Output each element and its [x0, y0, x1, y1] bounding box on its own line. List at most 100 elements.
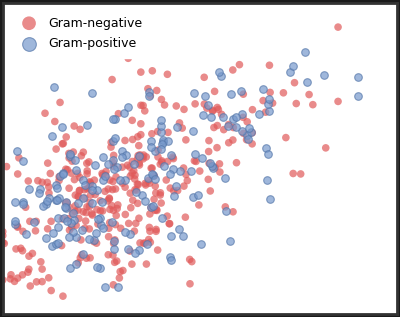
Gram-positive — [108, 219, 115, 224]
Gram-positive — [53, 197, 59, 202]
Gram-negative — [143, 262, 150, 267]
Gram-positive — [286, 69, 293, 74]
Gram-negative — [148, 165, 154, 171]
Gram-negative — [205, 177, 212, 182]
Gram-negative — [112, 237, 118, 243]
Gram-negative — [86, 226, 92, 231]
Gram-negative — [146, 237, 152, 242]
Gram-positive — [208, 114, 214, 120]
Gram-positive — [89, 201, 95, 206]
Gram-positive — [126, 232, 133, 237]
Gram-negative — [164, 214, 170, 219]
Gram-positive — [206, 160, 213, 165]
Gram-positive — [26, 186, 32, 191]
Gram-positive — [49, 133, 55, 138]
Gram-negative — [236, 62, 243, 67]
Gram-negative — [212, 165, 218, 170]
Gram-negative — [189, 259, 195, 264]
Gram-negative — [157, 192, 164, 197]
Gram-negative — [68, 171, 74, 176]
Gram-negative — [109, 187, 116, 192]
Gram-negative — [81, 187, 88, 192]
Gram-positive — [88, 90, 95, 95]
Gram-negative — [293, 101, 300, 106]
Gram-negative — [182, 215, 188, 220]
Gram-negative — [153, 191, 159, 196]
Gram-negative — [82, 226, 88, 231]
Gram-negative — [56, 174, 62, 179]
Gram-negative — [270, 100, 276, 106]
Gram-negative — [154, 88, 160, 93]
Gram-positive — [80, 177, 86, 182]
Gram-positive — [230, 117, 236, 122]
Gram-negative — [154, 129, 161, 134]
Gram-negative — [136, 161, 142, 166]
Gram-positive — [304, 80, 310, 85]
Gram-negative — [110, 208, 116, 213]
Gram-negative — [66, 151, 72, 156]
Gram-negative — [137, 240, 143, 245]
Gram-negative — [110, 160, 116, 165]
Gram-negative — [249, 107, 256, 112]
Gram-negative — [147, 93, 154, 98]
Gram-positive — [205, 103, 211, 108]
Gram-negative — [131, 229, 138, 234]
Gram-negative — [87, 255, 93, 260]
Gram-positive — [148, 205, 154, 210]
Gram-positive — [50, 230, 56, 236]
Gram-positive — [60, 171, 66, 177]
Gram-negative — [108, 145, 114, 150]
Gram-positive — [165, 138, 172, 143]
Gram-negative — [78, 252, 85, 257]
Gram-positive — [119, 155, 126, 160]
Gram-negative — [112, 222, 119, 227]
Gram-negative — [72, 193, 78, 198]
Gram-negative — [44, 161, 51, 166]
Gram-positive — [150, 172, 156, 177]
Gram-negative — [283, 135, 289, 140]
Gram-positive — [200, 113, 206, 118]
Gram-negative — [110, 241, 117, 246]
Gram-positive — [222, 208, 229, 213]
Gram-negative — [77, 175, 83, 180]
Gram-positive — [233, 115, 240, 120]
Gram-negative — [164, 159, 171, 164]
Gram-negative — [60, 294, 66, 299]
Gram-negative — [88, 192, 94, 197]
Gram-negative — [74, 171, 81, 176]
Gram-negative — [78, 153, 84, 158]
Gram-negative — [132, 187, 138, 192]
Gram-negative — [108, 203, 115, 208]
Gram-negative — [132, 177, 138, 182]
Gram-positive — [263, 178, 270, 183]
Gram-negative — [138, 103, 144, 108]
Gram-positive — [89, 187, 96, 192]
Gram-negative — [176, 120, 183, 126]
Gram-positive — [12, 218, 18, 223]
Gram-positive — [142, 198, 148, 204]
Gram-negative — [174, 188, 181, 193]
Gram-negative — [129, 171, 135, 176]
Gram-negative — [135, 153, 141, 158]
Gram-positive — [210, 166, 216, 171]
Gram-negative — [92, 192, 98, 197]
Gram-negative — [191, 158, 198, 163]
Gram-positive — [19, 158, 26, 164]
Gram-negative — [146, 181, 153, 186]
Gram-negative — [130, 197, 136, 203]
Gram-positive — [94, 265, 100, 270]
Gram-positive — [150, 203, 156, 208]
Gram-negative — [14, 275, 21, 281]
Gram-positive — [157, 118, 164, 123]
Gram-positive — [35, 190, 42, 195]
Gram-negative — [83, 256, 90, 261]
Gram-negative — [48, 219, 54, 224]
Gram-negative — [186, 257, 193, 262]
Gram-negative — [1, 241, 8, 246]
Gram-positive — [102, 284, 108, 289]
Gram-positive — [227, 239, 233, 244]
Gram-positive — [97, 265, 104, 270]
Legend: Gram-negative, Gram-positive: Gram-negative, Gram-positive — [9, 9, 150, 57]
Gram-negative — [69, 211, 76, 216]
Gram-negative — [87, 182, 94, 187]
